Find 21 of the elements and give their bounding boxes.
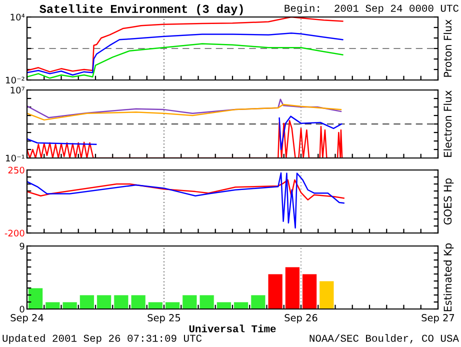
text: NOAA/SEC Boulder, CO USA [310, 334, 459, 344]
chart-title: Satellite Environment (3 day) [40, 4, 243, 16]
text: Updated 2001 Sep 26 07:31:09 UTC [2, 334, 202, 344]
y-tick-label: -200 [4, 230, 24, 237]
y-tick-label: 10⁷ [10, 86, 24, 94]
y-tick-label: 250 [8, 166, 24, 174]
y-tick-label: 10⁴ [10, 14, 25, 21]
x-tick-label: Sep 27 [422, 314, 454, 324]
x-tick-label: Sep 24 [10, 314, 44, 324]
y-tick-label: 0 [20, 306, 24, 313]
y-tick-label: 10⁻¹ [6, 154, 24, 162]
x-tick-label: Sep 25 [148, 314, 180, 324]
y-axis-title: Estimated Kp [444, 243, 454, 312]
y-axis-title: Proton Flux [444, 20, 452, 77]
text: Begin: 2001 Sep 24 0000 UTC [284, 4, 459, 14]
y-axis-title: GOES Hp [444, 178, 454, 225]
x-axis-title: Universal Time [189, 324, 276, 332]
y-axis-title: Electron Flux [444, 90, 452, 157]
x-tick-label: Sep 26 [284, 314, 318, 324]
y-tick-label: 9 [20, 242, 24, 250]
y-tick-label: 10⁻² [6, 76, 24, 84]
